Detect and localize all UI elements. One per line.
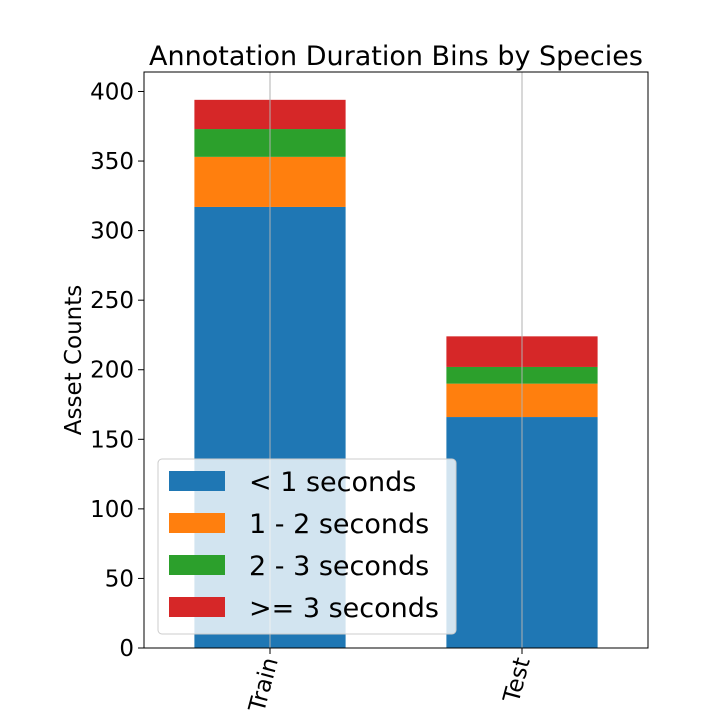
legend-label: >= 3 seconds [249, 593, 439, 624]
x-tick-label: Train [244, 655, 284, 716]
legend-label: 2 - 3 seconds [249, 551, 429, 582]
legend-label: 1 - 2 seconds [249, 509, 429, 540]
y-tick-label: 350 [90, 149, 134, 175]
y-tick-label: 300 [90, 219, 134, 245]
y-axis-ticks: 0 50 100 150 200 250 300 350 400 [90, 79, 144, 662]
y-tick-label: 100 [90, 497, 134, 523]
y-tick-label: 0 [119, 636, 134, 662]
chart-title: Annotation Duration Bins by Species [149, 41, 643, 72]
legend-swatch [169, 471, 225, 491]
legend-box [157, 458, 457, 635]
legend-swatch [169, 597, 225, 617]
legend-label: < 1 seconds [249, 467, 416, 498]
y-axis-label: Asset Counts [61, 285, 87, 435]
legend: < 1 seconds 1 - 2 seconds 2 - 3 seconds >= … [157, 458, 457, 635]
y-tick-label: 250 [90, 288, 134, 314]
y-tick-label: 50 [105, 566, 134, 592]
x-tick-label: Test [499, 655, 536, 706]
y-tick-label: 400 [90, 79, 134, 105]
legend-swatch [169, 513, 225, 533]
legend-swatch [169, 555, 225, 575]
x-axis-ticks: Train Test [244, 648, 536, 716]
plot-frame [143, 71, 649, 649]
y-tick-label: 200 [90, 358, 134, 384]
y-tick-label: 150 [90, 427, 134, 453]
